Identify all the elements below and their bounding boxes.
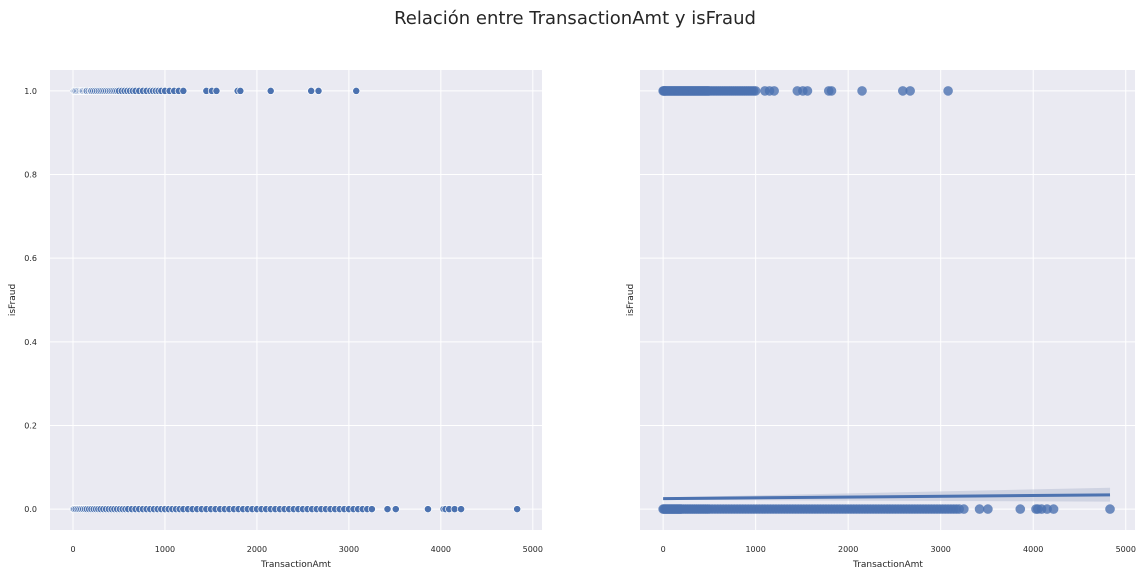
data-point [212, 86, 221, 95]
right-x-ticks: 0 1000 2000 3000 4000 5000 [661, 545, 1136, 554]
x-tick-label: 1000 [155, 545, 175, 554]
x-tick-label: 1000 [745, 545, 765, 554]
data-point [391, 505, 400, 514]
right-regression-plot: 0 1000 2000 3000 4000 5000 TransactionAmt isF… [626, 70, 1136, 570]
x-tick-label: 3000 [339, 545, 359, 554]
left-points [69, 86, 522, 514]
data-point [1105, 504, 1115, 514]
data-point [367, 505, 376, 514]
right-x-axis-label: TransactionAmt [852, 560, 923, 570]
data-point [352, 86, 361, 95]
left-y-ticks: 0.0 0.2 0.4 0.6 0.8 1.0 [24, 87, 37, 514]
x-tick-label: 0 [661, 545, 666, 554]
x-tick-label: 4000 [1023, 545, 1043, 554]
y-tick-label: 0.6 [24, 254, 37, 263]
data-point [826, 86, 837, 96]
right-points [658, 86, 1115, 514]
data-point [750, 86, 761, 96]
data-point [424, 505, 432, 514]
y-tick-label: 0.8 [24, 171, 37, 180]
data-point [959, 504, 969, 514]
x-tick-label: 0 [70, 545, 75, 554]
data-point [802, 86, 813, 96]
data-point [383, 505, 392, 514]
data-point [1048, 504, 1059, 514]
y-tick-label: 1.0 [24, 87, 37, 96]
x-tick-label: 3000 [931, 545, 951, 554]
data-point [307, 86, 316, 95]
data-point [1015, 504, 1026, 514]
x-tick-label: 5000 [1116, 545, 1136, 554]
y-tick-label: 0.2 [24, 421, 37, 430]
left-y-axis-label: isFraud [8, 284, 18, 316]
data-point [314, 86, 323, 95]
right-regression-line [663, 493, 1111, 501]
x-tick-label: 4000 [431, 545, 451, 554]
data-point [983, 504, 993, 514]
left-scatter-plot: 0 1000 2000 3000 4000 5000 0.0 0.2 0.4 0.6 0.8 1.0… [8, 70, 543, 570]
regression-line [663, 493, 1111, 501]
x-tick-label: 2000 [838, 545, 858, 554]
data-point [457, 505, 466, 514]
data-point [236, 86, 245, 95]
figure-title: Relación entre TransactionAmt y isFraud [394, 8, 756, 29]
data-point [897, 86, 908, 96]
data-point [857, 86, 867, 96]
data-point [513, 505, 522, 514]
right-y-axis-label: isFraud [626, 284, 636, 316]
data-point [266, 86, 275, 95]
left-x-axis-label: TransactionAmt [260, 560, 331, 570]
data-point [943, 86, 953, 96]
data-point [179, 86, 188, 95]
y-tick-label: 0.0 [24, 505, 37, 514]
left-x-ticks: 0 1000 2000 3000 4000 5000 [70, 545, 543, 554]
x-tick-label: 5000 [523, 545, 543, 554]
right-plot-background [640, 70, 1135, 530]
left-plot-background [50, 70, 542, 530]
data-point [905, 86, 915, 96]
data-point [769, 86, 779, 96]
x-tick-label: 2000 [247, 545, 267, 554]
data-point [974, 504, 985, 514]
y-tick-label: 0.4 [24, 338, 37, 347]
